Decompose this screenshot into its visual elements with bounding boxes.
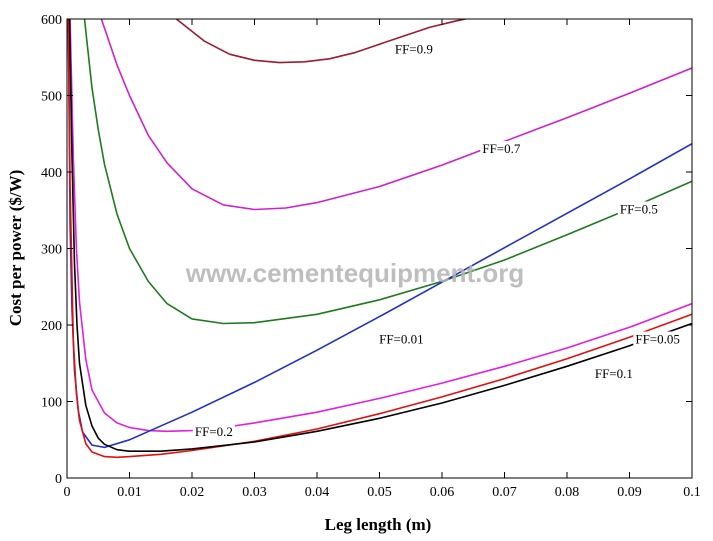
curve-label-group: FF=0.2 xyxy=(192,424,235,440)
x-tick-label: 0.09 xyxy=(617,485,642,500)
series-line-ff-0-2 xyxy=(69,19,692,433)
curve-label-background xyxy=(617,201,660,217)
x-tick-label: 0.06 xyxy=(430,485,455,500)
y-tick-label: 500 xyxy=(41,90,62,105)
curve-labels-layer: FF=0.9 FF=0.7 FF=0.5 FF=0.2 FF=0.01 FF=0.05 FF… xyxy=(192,41,682,440)
curve-label-group: FF=0.05 xyxy=(633,331,682,347)
curve-label: FF=0.5 xyxy=(620,201,658,216)
curve-label-group: FF=0.1 xyxy=(592,365,635,381)
x-tick-label: 0.07 xyxy=(492,485,517,500)
curve-label-background xyxy=(392,41,435,57)
series-line-ff-0-1 xyxy=(68,19,692,453)
curve-label-group: FF=0.9 xyxy=(392,41,435,57)
x-axis-title: Leg length (m) xyxy=(325,515,432,534)
x-tick-label: 0.1 xyxy=(683,485,701,500)
series-line-ff-0-01 xyxy=(67,19,692,449)
x-tick-label: 0 xyxy=(64,485,71,500)
y-tick-label: 600 xyxy=(41,13,62,28)
y-axis: 0 100 200 300 400 500 600 xyxy=(41,13,692,487)
x-tick-label: 0.03 xyxy=(242,485,267,500)
x-tick-label: 0.01 xyxy=(117,485,142,500)
watermark: www.cementequipment.org xyxy=(185,258,525,288)
x-tick-label: 0.02 xyxy=(180,485,205,500)
curve-label-background xyxy=(192,424,235,440)
curve-label: FF=0.7 xyxy=(482,141,521,156)
curve-label: FF=0.01 xyxy=(379,332,424,347)
x-tick-label: 0.08 xyxy=(555,485,580,500)
series-line-ff-0-7 xyxy=(100,19,692,211)
x-axis: 0 0.01 0.02 0.03 0.04 0.05 0.06 0.07 0.08 0.09 0.1 xyxy=(64,19,701,500)
series-line-ff-0-05 xyxy=(67,19,692,459)
y-tick-label: 0 xyxy=(55,472,62,487)
curves-layer xyxy=(67,19,692,459)
curve-label-background xyxy=(592,365,635,381)
curve-label-group: FF=0.5 xyxy=(617,201,660,217)
curve-label-group: FF=0.01 xyxy=(377,331,426,347)
y-tick-label: 400 xyxy=(41,166,62,181)
series-line-ff-0-9 xyxy=(175,19,469,64)
curve-label: FF=0.2 xyxy=(195,424,233,439)
curve-label-background xyxy=(377,331,426,347)
x-tick-label: 0.05 xyxy=(367,485,392,500)
y-tick-label: 100 xyxy=(41,396,62,411)
curve-label-background xyxy=(633,331,682,347)
x-tick-label: 0.04 xyxy=(305,485,330,500)
curve-label: FF=0.9 xyxy=(395,42,433,57)
plot-frame xyxy=(66,18,693,479)
series-line-ff-0-5 xyxy=(83,19,692,325)
watermark-layer: www.cementequipment.org xyxy=(185,258,525,288)
curve-label: FF=0.05 xyxy=(635,332,680,347)
y-tick-label: 200 xyxy=(41,319,62,334)
curve-label-group: FF=0.7 xyxy=(480,141,523,157)
y-axis-title: Cost per power ($/W) xyxy=(6,170,25,327)
curve-label: FF=0.1 xyxy=(595,366,633,381)
curve-label-background xyxy=(480,141,523,157)
y-tick-label: 300 xyxy=(41,243,62,258)
